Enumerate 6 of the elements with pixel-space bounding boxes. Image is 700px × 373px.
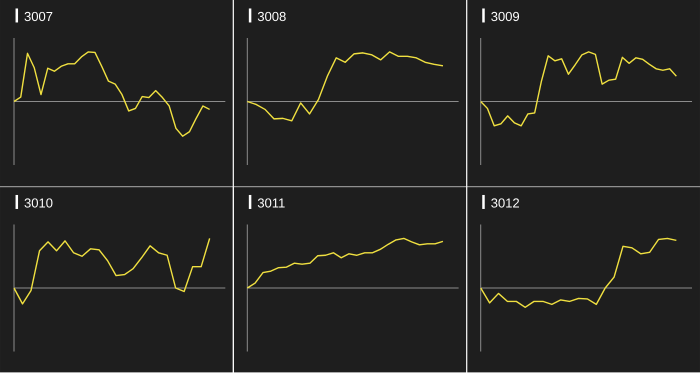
- chart-title: 3007: [24, 12, 52, 22]
- chart-title: 3011: [258, 198, 285, 208]
- chart-title: 3012: [491, 198, 519, 208]
- chart-title: 3008: [258, 12, 286, 22]
- chart-title: 3009: [491, 12, 520, 22]
- chart-title: 3010: [24, 198, 52, 208]
